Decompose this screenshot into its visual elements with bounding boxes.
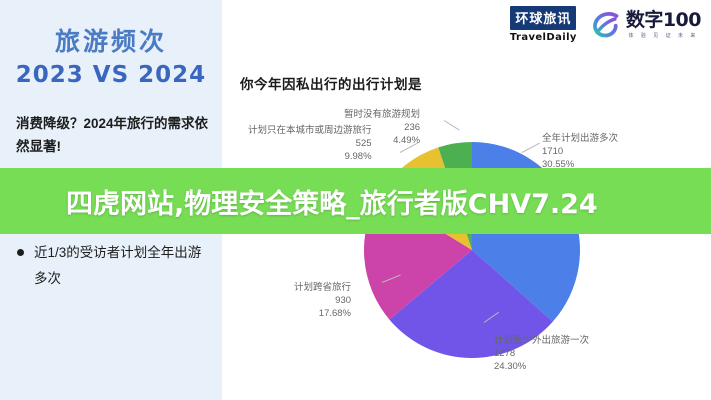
pie-label-percent: 24.30% [494,361,527,372]
panel-title: 旅游频次 [54,28,167,56]
shuzi100-logo: 数字100 体 验 见 证 未 来 [591,8,702,40]
pie-label-name: 暂时没有旅游规划 [344,109,421,120]
pie-label-percent: 4.49% [393,135,421,146]
traveldaily-logo: 环球旅讯 TravelDaily [510,6,577,43]
pie-slice [389,250,553,358]
traveldaily-logo-en: TravelDaily [509,32,577,43]
watermark-band [0,168,711,234]
shuzi100-logo-tagline: 体 验 见 证 未 来 [628,32,699,39]
pie-label-cross-province: 计划跨省旅行 930 17.68% [294,281,351,320]
traveldaily-logo-cn: 环球旅讯 [510,6,577,30]
pie-label-many-trips: 全年计划出游多次 1710 30.55% [542,132,618,171]
pie-label-name: 计划跨省旅行 [294,282,352,293]
pie-label-none: 暂时没有旅游规划 236 4.49% [344,108,420,147]
list-item: 近1/3的受访者计划全年出游多次 [14,240,214,292]
pie-label-value: 525 [355,138,372,149]
chart-title: 你今年因私出行的出行计划是 [240,77,422,92]
pie-label-name: 计划只在本城市或周边游旅行 [248,125,372,136]
panel-lead-text: 消费降级？2024年旅行的需求依然显著! [16,116,209,154]
pie-label-percent: 17.68% [318,308,352,319]
pie-label-local: 计划只在本城市或周边游旅行 525 9.98% [248,124,372,163]
pie-label-name: 计划至少外出旅游一次 [494,335,590,346]
pie-label-value: 236 [404,122,421,133]
shuzi100-logo-main: 数字100 [625,8,702,31]
bullet-dot-icon [17,249,24,256]
pie-label-percent: 30.55% [542,159,575,170]
leader-line [443,120,460,131]
pie-label-value: 1278 [494,348,516,359]
panel-subtitle: 2023 VS 2024 [15,62,207,88]
pie-label-once: 计划至少外出旅游一次 1278 24.30% [494,334,589,373]
shuzi100-logo-text: 数字100 体 验 见 证 未 来 [625,8,702,39]
logo-row: 环球旅讯 TravelDaily 数字100 [510,6,702,43]
pie-label-value: 1710 [542,146,564,157]
list-item-label: 近1/3的受访者计划全年出游多次 [34,245,202,286]
swirl-icon [592,11,619,37]
watermark-text: 四虎网站,物理安全策略_旅行者版CHV7.24 [66,188,598,220]
pie-label-percent: 9.98% [344,151,372,162]
pie-label-name: 全年计划出游多次 [542,133,619,144]
pie-label-value: 930 [335,295,352,306]
